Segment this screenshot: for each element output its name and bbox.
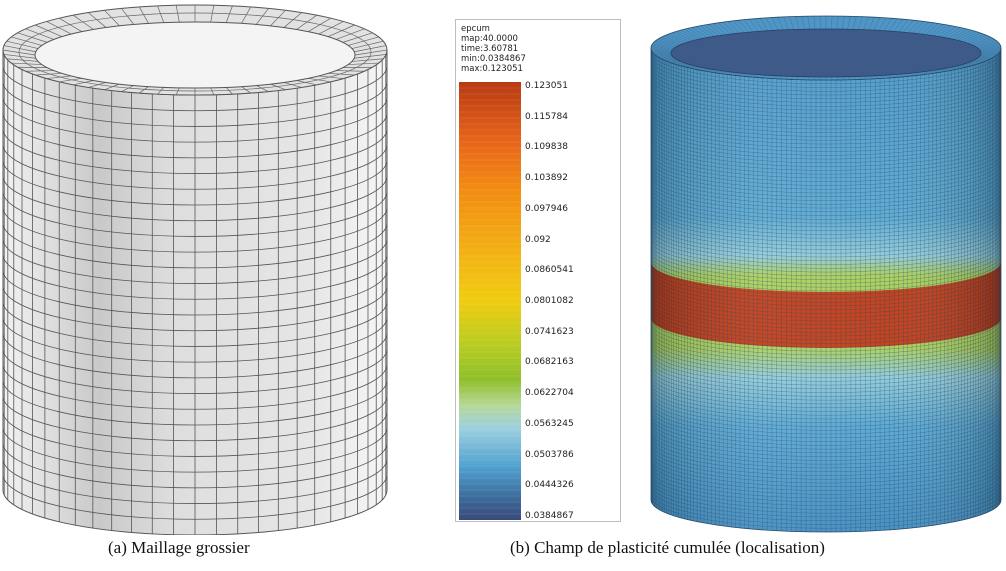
- legend-min: min:0.0384867: [461, 54, 526, 64]
- legend-tick-label: 0.115784: [525, 111, 568, 122]
- caption-a: (a) Maillage grossier: [108, 538, 250, 557]
- legend-tick-label: 0.092: [525, 234, 551, 245]
- caption-b: (b) Champ de plasticité cumulée (localis…: [510, 538, 825, 557]
- legend-tick-label: 0.0444326: [525, 480, 574, 491]
- color-legend: epcum map:40.0000 time:3.60781 min:0.038…: [455, 19, 621, 522]
- legend-tick-label: 0.0622704: [525, 388, 574, 399]
- legend-tick-label: 0.0682163: [525, 357, 574, 368]
- legend-tick-label: 0.097946: [525, 203, 568, 214]
- legend-tick-label: 0.0741623: [525, 326, 574, 337]
- legend-tick-label: 0.0860541: [525, 265, 574, 276]
- coarse-inner-hole: [34, 21, 356, 89]
- legend-tick-label: 0.0384867: [525, 511, 574, 521]
- legend-field: epcum: [461, 24, 490, 34]
- legend-tick-label: 0.0563245: [525, 418, 574, 429]
- color-bar: [459, 82, 521, 520]
- fine-inner-hole: [670, 28, 982, 78]
- legend-map: map:40.0000: [461, 34, 518, 44]
- legend-tick-label: 0.109838: [525, 142, 568, 153]
- legend-tick-label: 0.0801082: [525, 296, 574, 306]
- legend-max: max:0.123051: [461, 64, 523, 74]
- legend-time: time:3.60781: [461, 44, 519, 54]
- legend-tick-label: 0.0503786: [525, 449, 574, 460]
- coarse-mesh-cylinder: [2, 4, 388, 535]
- fine-mesh-cylinder: [650, 15, 1002, 533]
- legend-tick-label: 0.123051: [525, 81, 568, 91]
- legend-tick-label: 0.103892: [525, 173, 568, 184]
- legend-header: epcum map:40.0000 time:3.60781 min:0.038…: [461, 24, 526, 74]
